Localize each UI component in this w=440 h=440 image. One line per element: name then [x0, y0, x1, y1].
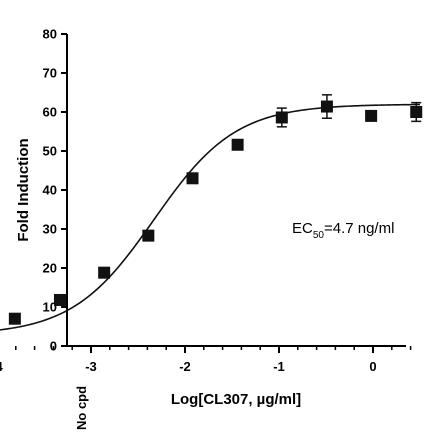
y-tick-label: 40: [43, 183, 57, 198]
titles-group: Fold Induction Log[CL307, µg/ml] No cpd: [15, 138, 301, 430]
ec50-prefix: EC: [292, 220, 313, 237]
data-point: [231, 138, 244, 151]
x-tick-label: 0: [369, 359, 376, 374]
x-tick-label: -3: [85, 359, 97, 374]
data-point: [8, 312, 21, 325]
ec50-suffix: =4.7 ng/ml: [324, 220, 394, 237]
y-tick-label: 60: [43, 105, 57, 120]
data-point: [410, 106, 423, 118]
data-point: [186, 172, 199, 185]
data-point: [98, 266, 111, 279]
x-ticks-group: -5-4-3-2-10: [0, 346, 412, 374]
x-tick-label: -1: [273, 359, 285, 374]
y-tick-label: 80: [43, 27, 57, 42]
data-points-group: [8, 100, 423, 325]
data-point: [275, 111, 288, 124]
y-tick-label: 70: [43, 66, 57, 81]
y-tick-label: 20: [43, 261, 57, 276]
data-point: [142, 229, 155, 242]
data-point: [365, 109, 378, 122]
ec50-annotation: EC50=4.7 ng/ml: [292, 220, 394, 241]
y-tick-label: 30: [43, 222, 57, 237]
y-axis-title: Fold Induction: [15, 138, 32, 241]
fit-curve-line: [0, 103, 421, 331]
ec50-subscript: 50: [313, 230, 325, 241]
no-cpd-label: No cpd: [74, 386, 89, 430]
fit-curve-group: [0, 103, 421, 331]
y-ticks-group: 01020304050607080: [43, 27, 67, 354]
y-tick-label: 10: [43, 300, 57, 315]
x-tick-label: -4: [0, 359, 4, 374]
x-axis-title: Log[CL307, µg/ml]: [171, 391, 301, 408]
data-point: [53, 293, 66, 306]
data-point: [320, 100, 333, 113]
y-tick-label: 50: [43, 144, 57, 159]
x-tick-label: -2: [179, 359, 191, 374]
axes-group: [66, 34, 406, 347]
